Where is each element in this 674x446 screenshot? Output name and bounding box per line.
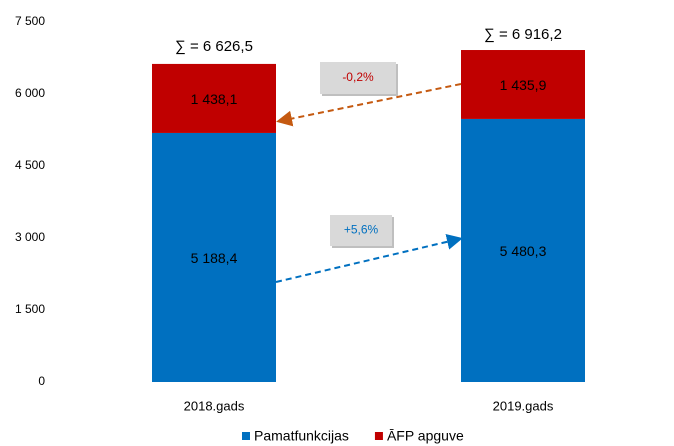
x-tick-label: 2019.gads: [493, 398, 554, 413]
bar-segment: [152, 63, 276, 133]
sum-label: ∑ = 6 626,5: [175, 38, 253, 55]
change-box: [320, 62, 396, 94]
data-label: 1 435,9: [500, 77, 547, 93]
change-box: [330, 215, 392, 246]
bar-segment: [152, 132, 276, 382]
arrow: [276, 83, 462, 127]
legend-label: Pamatfunkcijas: [254, 428, 349, 444]
y-tick-label: 3 000: [15, 230, 45, 244]
y-tick-label: 1 500: [15, 302, 45, 316]
sum-label: ∑ = 6 916,2: [484, 26, 562, 43]
legend-label: ĀFP apguve: [387, 428, 464, 444]
y-tick-label: 7 500: [15, 14, 45, 28]
arrow: [275, 233, 463, 283]
y-tick-label: 4 500: [15, 158, 45, 172]
bar-segment: [461, 118, 585, 382]
data-label: 1 438,1: [191, 91, 238, 107]
bar-segment: [461, 50, 585, 119]
change-label: -0,2%: [342, 70, 374, 84]
y-tick-label: 6 000: [15, 86, 45, 100]
y-tick-label: 0: [38, 374, 45, 388]
data-label: 5 480,3: [500, 243, 547, 259]
data-label: 5 188,4: [191, 250, 238, 266]
legend-swatch: [242, 432, 250, 440]
x-tick-label: 2018.gads: [184, 398, 245, 413]
change-label: +5,6%: [344, 223, 379, 237]
legend-swatch: [374, 432, 383, 440]
